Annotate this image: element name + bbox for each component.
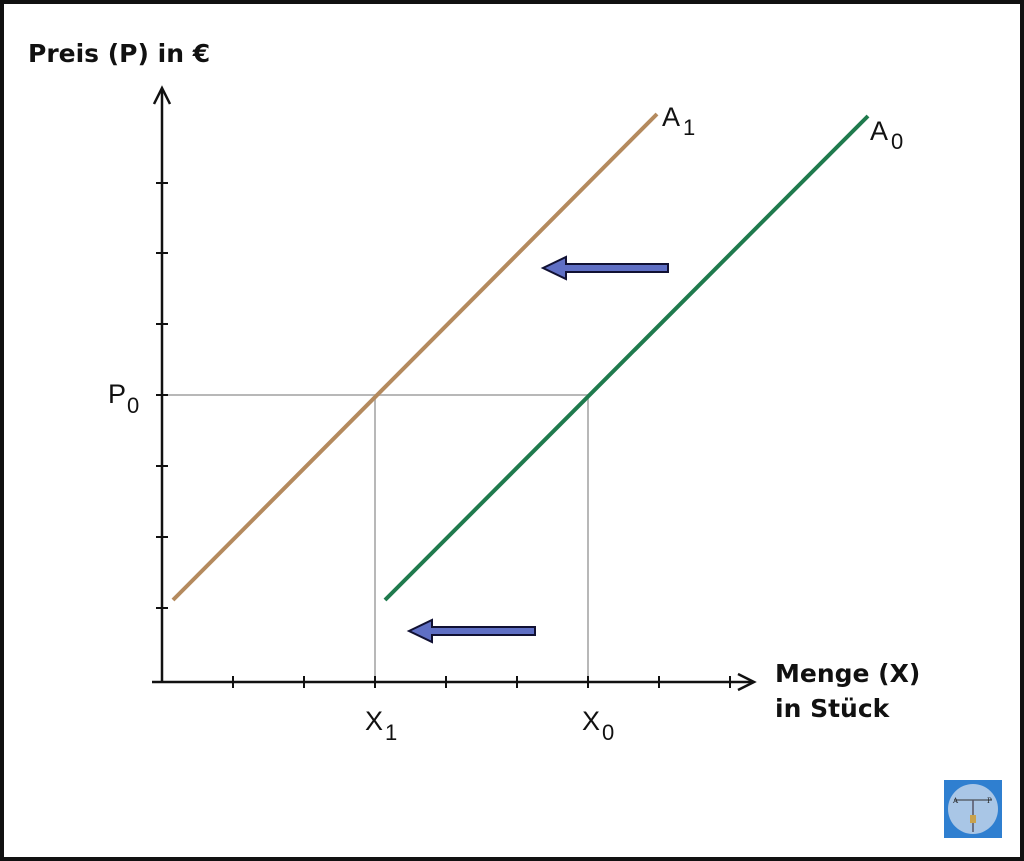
x-axis-ticks	[232, 676, 731, 688]
shift-arrow-upper	[540, 255, 669, 281]
supply-curve-a1	[171, 112, 659, 602]
y-axis-ticks	[156, 182, 168, 609]
y-axis-title: Preis (P) in €	[28, 39, 210, 68]
x-axis-title-line2: in Stück	[775, 694, 891, 723]
supply-curve-a0	[383, 114, 870, 602]
logo-letter-right: P	[987, 797, 992, 805]
logo-scale-weight	[970, 815, 976, 823]
shift-arrow-lower	[406, 618, 536, 644]
logo-letter-left: A	[952, 797, 959, 805]
p0-label: P0	[108, 379, 139, 418]
y-axis-arrowhead	[152, 85, 172, 105]
x0-label: X0	[582, 706, 614, 745]
x1-label: X1	[365, 706, 397, 745]
x-axis-arrowhead	[737, 672, 757, 692]
x-axis-title-line1: Menge (X)	[775, 659, 920, 688]
logo: A P	[944, 780, 1002, 838]
